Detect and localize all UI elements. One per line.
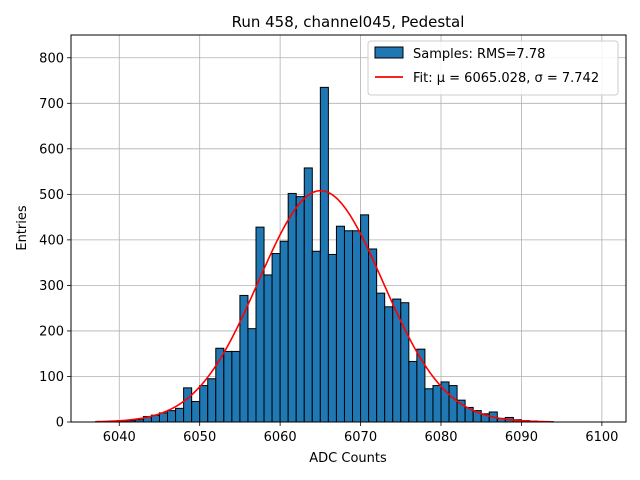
histogram-bar <box>368 248 378 423</box>
x-tick-label: 6090 <box>505 430 538 445</box>
histogram-bar <box>295 196 305 423</box>
histogram-bar <box>376 292 386 423</box>
y-tick-label: 0 <box>56 416 64 431</box>
y-tick-label: 600 <box>39 142 64 157</box>
histogram-bar <box>384 306 394 423</box>
fit-curve <box>95 189 554 423</box>
histogram-bar <box>327 253 337 423</box>
x-tick-label: 6040 <box>103 430 136 445</box>
y-tick-label: 800 <box>39 51 64 66</box>
histogram-bar <box>311 250 321 423</box>
histogram-bar <box>183 387 193 423</box>
histogram-bar <box>231 350 241 423</box>
y-axis-label: Entries <box>15 205 30 251</box>
y-tick-label: 400 <box>39 233 64 248</box>
x-tick-label: 6070 <box>344 430 377 445</box>
histogram-bars <box>110 86 547 423</box>
histogram-bar <box>263 274 273 423</box>
histogram-bar <box>247 328 257 423</box>
histogram-bar <box>303 167 313 423</box>
legend-box <box>367 40 619 96</box>
legend-bar-swatch <box>374 46 404 59</box>
y-tick-label: 200 <box>39 324 64 339</box>
plot-frame <box>70 34 627 423</box>
histogram-bar <box>223 350 233 423</box>
histogram-bar <box>400 302 410 423</box>
histogram-bar <box>335 225 345 423</box>
legend-fit-label: Fit: μ = 6065.028, σ = 7.742 <box>413 71 599 86</box>
chart-title: Run 458, channel045, Pedestal <box>232 13 465 31</box>
x-tick-label: 6100 <box>585 430 618 445</box>
legend-bar-label: Samples: RMS=7.78 <box>413 47 545 62</box>
histogram-bar <box>167 410 177 423</box>
fit-curve-group <box>95 189 554 423</box>
x-tick-label: 6080 <box>424 430 457 445</box>
histogram-bar <box>191 401 201 423</box>
histogram-bar <box>255 226 265 423</box>
histogram-bar <box>448 385 458 423</box>
y-axis-ticks: 0 100 200 300 400 500 600 700 800 <box>39 51 71 431</box>
x-tick-label: 6050 <box>183 430 216 445</box>
histogram-bar <box>287 192 297 423</box>
histogram-bar <box>175 407 185 423</box>
y-tick-label: 500 <box>39 188 64 203</box>
histogram-bar <box>408 360 418 423</box>
y-tick-label: 300 <box>39 279 64 294</box>
histogram-bar <box>432 385 442 423</box>
histogram-bar <box>199 385 209 423</box>
histogram-bar <box>319 86 329 423</box>
histogram-bar <box>207 378 217 423</box>
histogram-bar <box>424 388 434 423</box>
legend: Samples: RMS=7.78 Fit: μ = 6065.028, σ =… <box>367 40 619 96</box>
x-tick-label: 6060 <box>264 430 297 445</box>
y-tick-label: 700 <box>39 97 64 112</box>
x-axis-label: ADC Counts <box>309 451 387 466</box>
histogram-bar <box>279 240 289 423</box>
histogram-bar <box>271 253 281 423</box>
x-axis-ticks: 6040 6050 6060 6070 6080 6090 6100 <box>103 422 618 445</box>
grid <box>71 35 626 423</box>
histogram-bar <box>343 230 354 423</box>
y-tick-label: 100 <box>39 370 64 385</box>
histogram-bar <box>352 230 362 423</box>
